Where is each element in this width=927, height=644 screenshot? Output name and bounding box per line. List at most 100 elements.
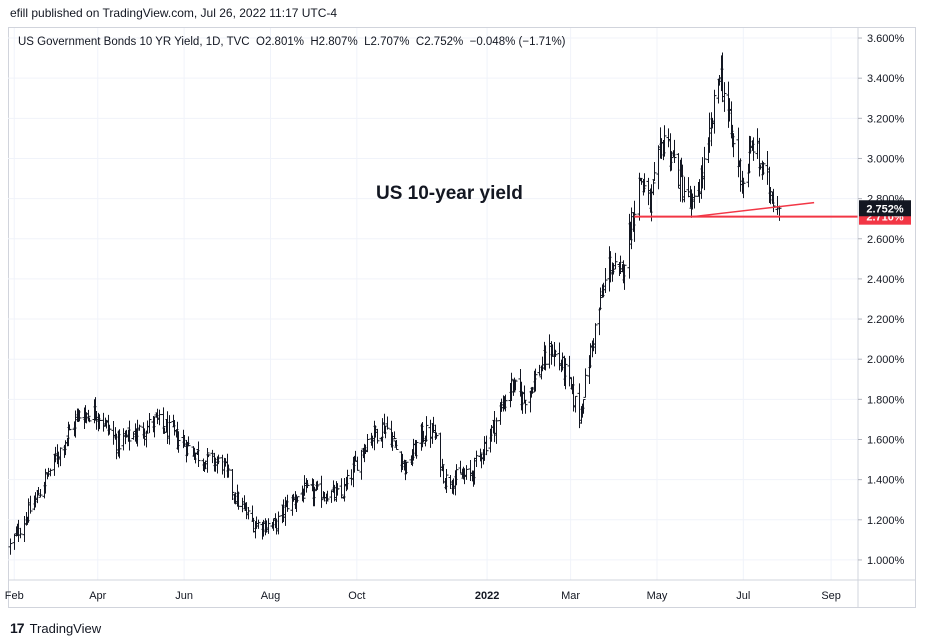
ohlc-bar [593,323,598,355]
y-tick-label: 1.800% [867,394,905,406]
ohlc-bar [394,439,399,450]
ohlc-bar [686,177,691,198]
ohlc-bar [58,447,63,467]
ohlc-bar [355,456,360,471]
ohlc-bar [563,358,568,390]
ohlc-bar [567,355,572,387]
ohlc-bar [127,420,132,451]
ohlc-bar [669,151,674,171]
trend-line [692,201,815,218]
ohlc-bar [240,497,245,513]
ohlc-bar [474,450,479,468]
ohlc-bar [682,176,687,203]
ohlc-bar [712,89,717,134]
ohlc-bar [494,417,499,444]
legend-open: 2.801% [264,36,304,48]
ohlc-bar [107,424,112,435]
ohlc-bar [454,464,459,486]
ohlc-bar [220,454,225,475]
y-tick-label: 1.000% [867,555,905,567]
ohlc-bar [512,377,517,393]
ohlc-bar [77,410,82,422]
ohlc-bar [101,412,106,432]
last-price-label: 2.752% [866,203,904,215]
x-tick-label: 2022 [475,590,499,602]
x-axis: Feb Apr Jun Aug Oct 2022 Mar May Jul Sep [5,579,916,602]
ohlc-bar [666,128,671,148]
ohlc-bar [692,185,697,209]
ohlc-bar [147,412,152,434]
footer-brand-name: TradingView [29,620,102,636]
price-labels: 2.710%2.752% [859,200,911,225]
ohlc-bar [18,527,23,539]
ohlc-bar [205,447,210,473]
ohlc-bar [478,448,483,462]
legend-low: 2.707% [370,36,410,48]
ohlc-bar [509,372,514,402]
chart-frame [8,27,916,608]
ohlc-bar [672,139,677,163]
ohlc-bar [597,307,602,336]
ohlc-bar [414,440,419,459]
ohlc-bar [266,518,271,534]
ohlc-bar [48,468,53,477]
ohlc-bar [583,368,588,398]
ohlc-bar [553,349,558,358]
ohlc-bar [458,460,463,474]
x-tick-label: Oct [348,590,365,602]
ohlc-bar [513,380,518,391]
ohlc-bar [523,400,528,414]
ohlc-bar [611,263,616,275]
ohlc-bar [196,441,201,467]
ohlc-bar [642,173,647,193]
legend-symbol: US Government Bonds 10 YR Yield, 1D, TVC [18,36,250,48]
ohlc-bar [736,127,741,178]
ohlc-bar [603,268,608,294]
legend-close: 2.752% [424,36,464,48]
y-tick-label: 2.000% [867,354,905,366]
ohlc-bar [731,133,736,158]
ohlc-bar [176,431,181,453]
legend-change: −0.048% (−1.71%) [469,36,566,48]
ohlc-bar [8,538,13,555]
ohlc-bar [329,490,334,503]
x-tick-label: Apr [89,590,106,602]
ohlc-bar [315,480,320,490]
ohlc-bar [325,490,330,502]
ohlc-bar [598,287,603,311]
footer-brand[interactable]: 17 TradingView [10,620,101,636]
legend-close-label: C [415,36,425,48]
publisher-credit: efill published on TradingView.com, Jul … [10,6,338,20]
y-tick-label: 1.600% [867,434,905,446]
ohlc-bar [761,162,766,176]
x-tick-label: Feb [5,590,24,602]
drawn-lines [634,201,858,218]
ohlc-bar [295,496,300,503]
ohlc-bar [651,180,656,196]
grid [8,28,858,580]
ohlc-bar [38,489,43,498]
x-tick-label: May [647,590,668,602]
ohlc-bar [646,177,651,206]
y-tick-label: 3.400% [867,73,905,85]
ohlc-bar [702,146,707,191]
ohlc-bar [305,479,310,489]
ohlc-bar [137,424,142,431]
ohlc-bar [246,507,251,520]
y-tick-label: 3.200% [867,113,905,125]
x-tick-label: Aug [261,590,281,602]
ohlc-bar [385,416,390,430]
ohlc-bar [543,345,548,371]
ohlc-bar [345,469,350,490]
ohlc-bar [757,137,762,177]
ohlc-bar [216,454,221,465]
x-tick-label: Mar [561,590,580,602]
ohlc-bar [285,494,290,512]
ohlc-bar [161,407,166,434]
y-tick-label: 2.600% [867,234,905,246]
ohlc-bar [484,435,489,456]
legend-high: 2.807% [318,36,358,48]
last-price-label-bg [859,200,911,217]
ohlc-bar [573,395,578,413]
